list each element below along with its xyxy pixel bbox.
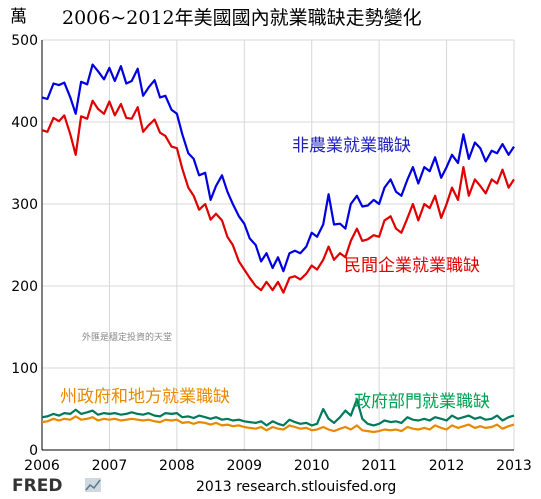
y-tick-label: 400 <box>11 115 38 131</box>
x-tick-label: 2009 <box>226 458 262 474</box>
axes <box>41 40 514 451</box>
x-tick-label: 2010 <box>294 458 330 474</box>
series-line-2 <box>41 398 515 427</box>
x-tick-label: 2007 <box>92 458 128 474</box>
watermark-text: 外匯是穩定投資的天堂 <box>82 331 172 343</box>
y-tick-labels: 0 100 200 300 400 500 <box>11 33 38 459</box>
x-tick-label: 2012 <box>429 458 465 474</box>
series-lines <box>41 63 515 434</box>
unit-label: 萬 <box>10 7 27 27</box>
y-tick-label: 300 <box>11 197 38 213</box>
y-tick-label: 100 <box>11 361 38 377</box>
series-label-private: 民間企業就業職缺 <box>344 256 480 276</box>
y-tick-label: 500 <box>11 33 38 49</box>
series-label-state-local: 州政府和地方就業職缺 <box>60 387 230 407</box>
fred-logo: FRED <box>12 476 62 496</box>
y-tick-label: 200 <box>11 279 38 295</box>
x-tick-label: 2008 <box>159 458 195 474</box>
fred-logo-icon <box>85 478 101 492</box>
x-tick-labels: 2006 2007 2008 2009 2010 2011 2012 2013 <box>24 458 532 474</box>
chart-title: 2006~2012年美國國內就業職缺走勢變化 <box>62 7 422 29</box>
x-tick-label: 2011 <box>361 458 397 474</box>
series-label-government: 政府部門就業職缺 <box>354 392 490 412</box>
source-text: 2013 research.stlouisfed.org <box>196 479 396 495</box>
grid <box>41 39 515 451</box>
x-tick-label: 2013 <box>496 458 532 474</box>
x-tick-label: 2006 <box>24 458 60 474</box>
series-line-1 <box>41 99 515 294</box>
y-tick-label: 0 <box>29 443 38 459</box>
series-label-nonfarm: 非農業就業職缺 <box>292 136 411 156</box>
series-line-3 <box>41 415 515 434</box>
series-line-0 <box>41 63 515 273</box>
